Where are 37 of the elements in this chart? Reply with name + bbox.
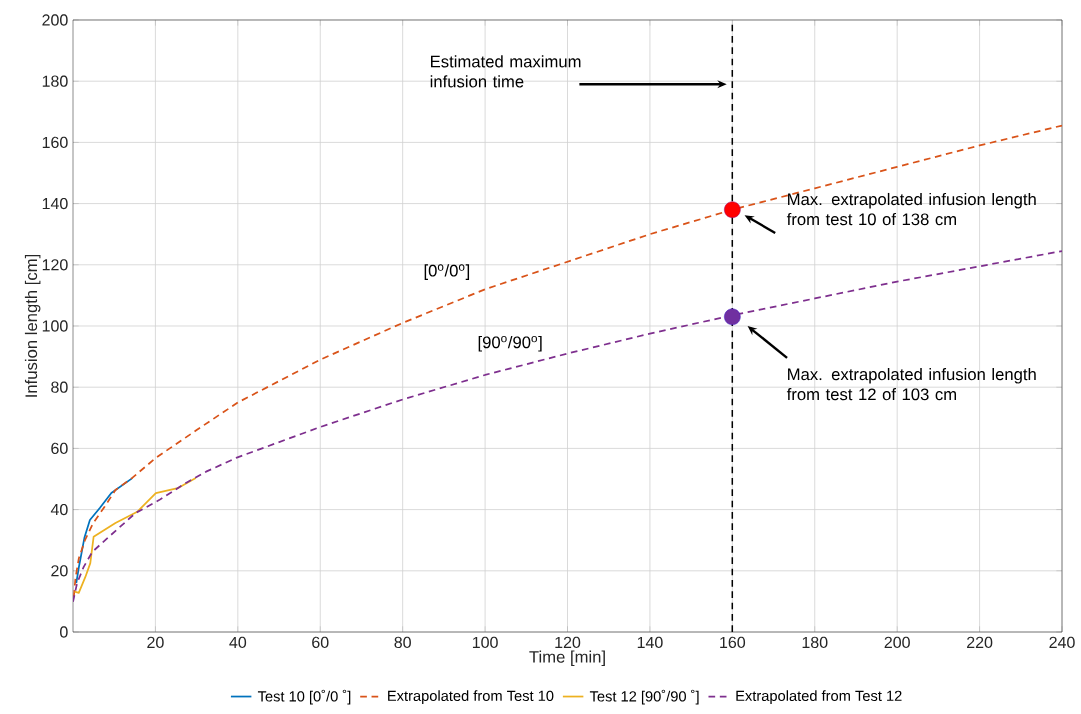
x-tick-label: 180 [802,636,828,649]
x-tick-label: 40 [229,636,247,649]
y-tick-label: 180 [42,75,68,87]
x-tick-label: 200 [884,636,910,649]
annotation: Max. extrapolated infusion length from test 10 of 138 cm [786,192,1036,226]
x-tick-label: 60 [312,636,329,649]
x-tick-label: 80 [394,636,411,649]
line-series [75,477,134,584]
y-tick-label: 200 [42,14,68,26]
annotation: [0$^{o}$/0$^{o}$] [424,264,470,280]
x-tick-label: 160 [720,636,746,649]
x-axis-title: Time [min] [529,650,605,667]
x-tick-label: 20 [147,636,164,649]
x-tick-label: 140 [637,636,663,649]
y-tick-label: 100 [42,320,68,332]
x-tick-label: 120 [555,636,581,649]
y-tick-label: 40 [50,503,68,516]
y-tick-label: 0 [60,626,68,638]
legend-label: Test 12 [90˚/90 ˚] [589,689,699,705]
y-tick-label: 80 [51,381,68,393]
y-tick-label: 60 [51,442,68,455]
legend-label: Extrapolated from Test 10 [388,690,554,704]
line-series [73,477,197,594]
x-tick-label: 100 [472,636,498,649]
x-tick-label: 240 [1049,636,1075,649]
y-tick-label: 120 [42,259,68,271]
annotation: Estimated maximum infusion time [430,55,581,88]
legend-label: Extrapolated from Test 12 [736,690,902,704]
y-tick-label: 140 [42,197,68,210]
line-series [73,250,1063,603]
y-tick-label: 20 [51,565,68,577]
y-tick-label: 160 [42,136,68,149]
x-tick-label: 220 [967,636,993,649]
legend-label: Test 10 [0˚/0 ˚] [257,689,351,705]
annotation: [90$^{o}$/90$^{o}$] [478,335,542,352]
annotation: Max. extrapolated infusion length from test 12 of 103 cm [786,367,1036,401]
y-axis-title: Infusion length [cm] [24,254,41,397]
